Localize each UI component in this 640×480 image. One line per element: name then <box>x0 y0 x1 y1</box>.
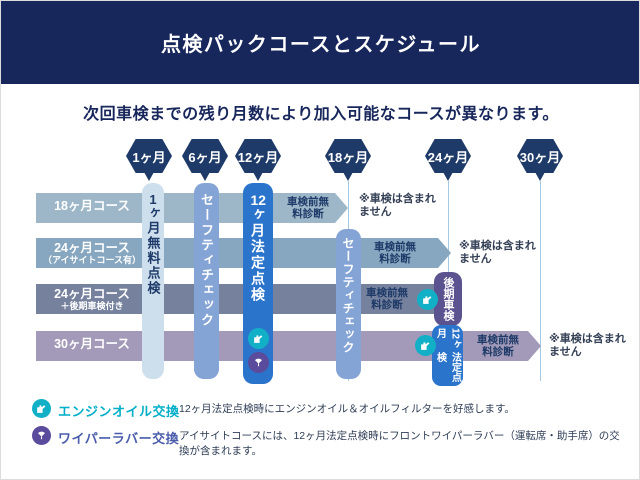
note-18m: ※車検は含まれません <box>359 193 436 218</box>
course-label-24m-late: 24ヶ月コース ＋後期車検付き <box>36 287 148 312</box>
timeline-badge-1m: 1ヶ月 <box>126 139 172 173</box>
course-label-text: 24ヶ月コース <box>54 287 130 301</box>
diag-label-24m-eyesight: 車検前無料診断 <box>374 241 416 265</box>
timeline-badge-18m: 18ヶ月 <box>325 139 371 173</box>
timeline-badge-24m: 24ヶ月 <box>425 139 471 173</box>
course-label-text: 18ヶ月コース <box>54 199 130 213</box>
guide-line-30m <box>540 181 541 381</box>
oil-can-icon <box>415 335 436 356</box>
timeline-badge-6m: 6ヶ月 <box>182 139 228 173</box>
timeline-badge-12m: 12ヶ月 <box>235 139 281 173</box>
column-safety-check-2: セーフティチェック <box>336 229 361 379</box>
column-text: ヶ月法定点検 <box>250 207 266 303</box>
column-1month-free-inspection: 1ヶ月無料点検 <box>142 183 164 379</box>
note-24m-eyesight: ※車検は含まれません <box>459 240 536 265</box>
legend-label-wiper-rubber: ワイパーラバー交換 <box>58 431 180 446</box>
legend-desc-engine-oil: 12ヶ月法定点検時にエンジンオイル＆オイルフィルターを好感します。 <box>179 403 515 415</box>
column-12month-legal-inspection: 12ヶ月法定点検 <box>243 183 273 384</box>
wiper-icon <box>32 426 51 445</box>
legend-label-engine-oil: エンジンオイル交換 <box>58 404 180 419</box>
course-sublabel-text: （アイサイトコース有） <box>42 254 142 265</box>
course-bar-18m <box>36 193 348 223</box>
course-label-30m: 30ヶ月コース <box>36 337 148 352</box>
course-label-24m-eyesight: 24ヶ月コース （アイサイトコース有） <box>36 241 148 266</box>
oil-can-icon <box>248 328 269 349</box>
course-label-text: 24ヶ月コース <box>54 241 130 255</box>
header-bar: 点検パックコースとスケジュール <box>1 1 639 84</box>
column-text: セーフティチェック <box>199 193 214 328</box>
column-line1: 12ヶ月 <box>433 328 463 352</box>
column-12month-legal-inspection-2: 12ヶ月 法定点検 <box>432 325 463 386</box>
diag-label-18m: 車検前無料診断 <box>287 196 329 220</box>
oil-can-icon <box>417 289 438 310</box>
course-label-18m: 18ヶ月コース <box>36 199 148 214</box>
column-text: ヶ月無料点検 <box>145 206 161 296</box>
wiper-icon <box>248 352 269 373</box>
column-num: 12 <box>449 328 461 340</box>
column-num: 1 <box>149 193 157 206</box>
badge-tip-12m <box>253 172 263 181</box>
column-line2: 法定点検 <box>434 352 461 383</box>
diag-label-30m: 車検前無料診断 <box>477 334 519 358</box>
timeline-badge-30m: 30ヶ月 <box>517 139 563 173</box>
course-label-text: 30ヶ月コース <box>54 337 130 351</box>
column-num: 12 <box>250 193 266 207</box>
column-late-shaken: 後期車検 <box>434 272 462 326</box>
column-text: 後期車検 <box>442 277 454 321</box>
column-text: セーフティチェック <box>341 237 355 354</box>
badge-tip-30m <box>535 172 545 181</box>
page-title: 点検パックコースとスケジュール <box>160 34 482 56</box>
badge-tip-24m <box>443 172 453 181</box>
column-safety-check-1: セーフティチェック <box>194 183 219 379</box>
diag-label-24m-late: 車検前無料診断 <box>366 287 408 311</box>
badge-tip-6m <box>200 172 210 181</box>
page-subtitle: 次回車検までの残り月数により加入可能なコースが異なります。 <box>83 106 559 123</box>
column-unit: ヶ月 <box>434 328 461 350</box>
course-sublabel-text: ＋後期車検付き <box>60 300 124 311</box>
note-30m: ※車検は含まれません <box>549 333 626 358</box>
badge-tip-1m <box>144 172 154 181</box>
oil-can-icon <box>32 399 51 418</box>
badge-tip-18m <box>343 172 353 181</box>
legend-desc-wiper-rubber: アイサイトコースには、12ヶ月法定点検時にフロントワイパーラバー（運転席・助手席… <box>179 430 620 457</box>
